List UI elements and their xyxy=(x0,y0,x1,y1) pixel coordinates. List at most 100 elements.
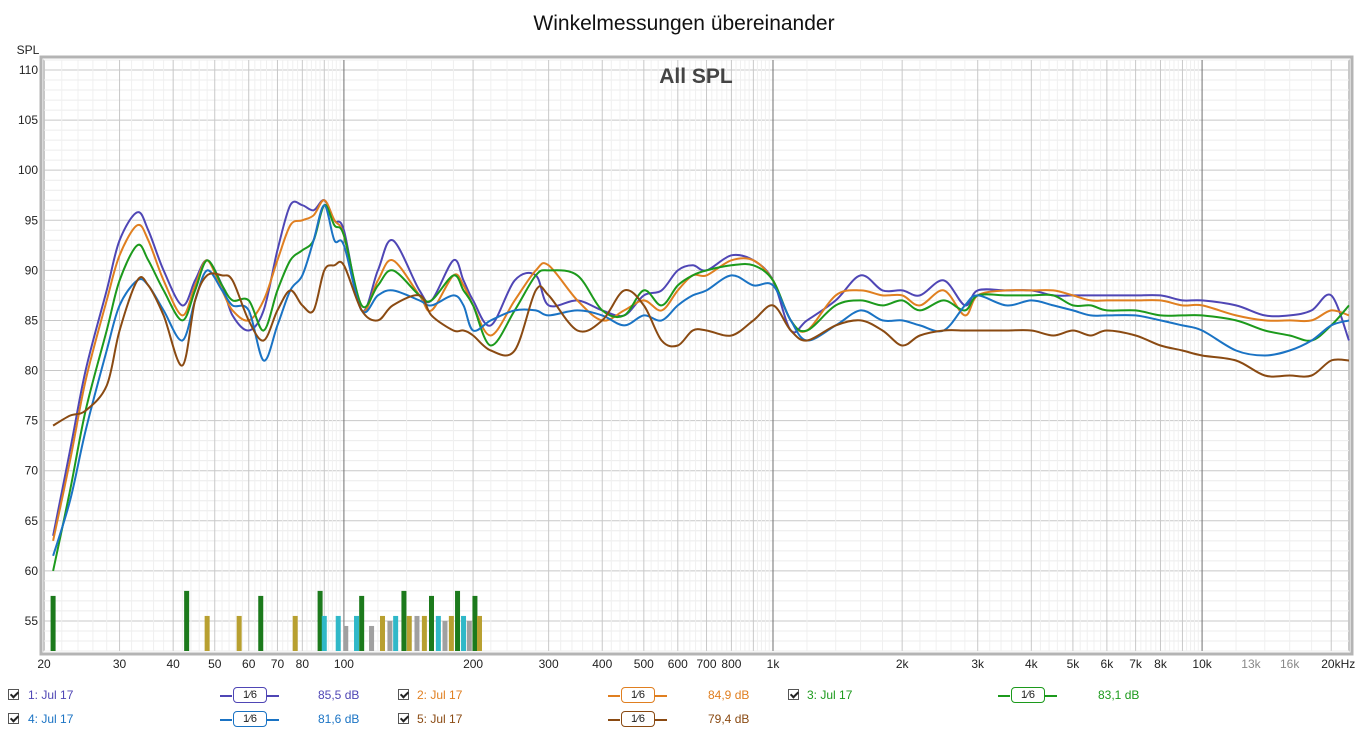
y-tick-label: 95 xyxy=(25,213,39,227)
plot-frame xyxy=(39,55,1354,656)
legend: 1: Jul 17 1⁄6 85,5 dB 2: Jul 17 1⁄6 84,9 dB 3:… xyxy=(0,684,1369,734)
overlay-label: All SPL xyxy=(659,65,733,88)
grid xyxy=(44,59,1349,652)
spl-chart: Winkelmessungen übereinander SPL 55 60 65 7… xyxy=(17,12,1356,671)
resonance-bar xyxy=(387,620,393,651)
y-tick-label: 110 xyxy=(19,63,38,77)
resonance-bar xyxy=(335,615,341,651)
series-level: 84,9 dB xyxy=(708,688,750,702)
x-tick-label: 60 xyxy=(242,657,256,671)
smoothing-line-icon xyxy=(220,719,232,721)
bottom-bars xyxy=(50,590,482,651)
x-tick-label: 20kHz xyxy=(1321,657,1355,671)
resonance-bar xyxy=(406,615,412,651)
resonance-bar xyxy=(321,615,327,651)
series-label[interactable]: 4: Jul 17 xyxy=(28,712,74,726)
legend-row: 4: Jul 17 1⁄6 81,6 dB 5: Jul 17 1⁄6 79,4 dB xyxy=(0,708,1369,730)
y-tick-label: 75 xyxy=(25,414,39,428)
y-tick-label: 100 xyxy=(18,163,38,177)
x-tick-label: 7k xyxy=(1129,657,1143,671)
y-tick-label: 55 xyxy=(25,614,39,628)
x-tick-label: 100 xyxy=(334,657,354,671)
x-tick-label: 6k xyxy=(1101,657,1115,671)
x-tick-label: 16k xyxy=(1280,657,1300,671)
series-level: 83,1 dB xyxy=(1098,688,1140,702)
series-line-5 xyxy=(52,260,1350,427)
y-tick-labels: 55 60 65 70 75 80 85 90 95 100 105 110 xyxy=(18,63,38,628)
resonance-bar xyxy=(401,590,407,651)
smoothing-button[interactable]: 1⁄6 xyxy=(233,711,267,727)
x-tick-label: 40 xyxy=(166,657,180,671)
x-tick-label: 600 xyxy=(668,657,688,671)
x-tick-label: 13k xyxy=(1241,657,1261,671)
smoothing-line-icon xyxy=(608,695,620,697)
resonance-bar xyxy=(292,615,298,651)
resonance-bar xyxy=(393,615,399,651)
series-line-4 xyxy=(52,204,1350,557)
series-level: 81,6 dB xyxy=(318,712,360,726)
x-tick-label: 70 xyxy=(271,657,285,671)
smoothing-line-icon xyxy=(220,695,232,697)
smoothing-button[interactable]: 1⁄6 xyxy=(621,711,655,727)
y-tick-label: 60 xyxy=(25,564,39,578)
resonance-bar xyxy=(343,625,349,651)
x-tick-label: 4k xyxy=(1025,657,1039,671)
series-checkbox[interactable] xyxy=(8,713,19,724)
smoothing-line-icon xyxy=(1045,695,1057,697)
smoothing-line-icon xyxy=(267,719,279,721)
y-tick-label: 105 xyxy=(18,113,38,127)
resonance-bar xyxy=(472,595,478,651)
resonance-bar xyxy=(455,590,461,651)
resonance-bar xyxy=(354,615,360,651)
smoothing-line-icon xyxy=(998,695,1010,697)
resonance-bar xyxy=(50,595,56,651)
x-tick-labels: 20 30 40 50 60 70 80 100 200 300 400 500 600 700 800 1k… xyxy=(37,657,1355,671)
y-tick-label: 70 xyxy=(25,464,39,478)
smoothing-button[interactable]: 1⁄6 xyxy=(233,687,267,703)
y-tick-label: 65 xyxy=(25,514,39,528)
smoothing-button[interactable]: 1⁄6 xyxy=(1011,687,1045,703)
series-checkbox[interactable] xyxy=(788,689,799,700)
x-tick-label: 1k xyxy=(767,657,781,671)
legend-row: 1: Jul 17 1⁄6 85,5 dB 2: Jul 17 1⁄6 84,9 dB 3:… xyxy=(0,684,1369,706)
series-checkbox[interactable] xyxy=(398,713,409,724)
y-tick-label: 90 xyxy=(25,263,39,277)
resonance-bar xyxy=(435,615,441,651)
smoothing-line-icon xyxy=(655,695,667,697)
series-checkbox[interactable] xyxy=(398,689,409,700)
series-label[interactable]: 1: Jul 17 xyxy=(28,688,74,702)
resonance-bar xyxy=(359,595,365,651)
series-label[interactable]: 2: Jul 17 xyxy=(417,688,463,702)
series-level: 79,4 dB xyxy=(708,712,750,726)
series-label[interactable]: 5: Jul 17 xyxy=(417,712,463,726)
x-tick-label: 500 xyxy=(634,657,654,671)
smoothing-line-icon xyxy=(655,719,667,721)
x-tick-label: 2k xyxy=(896,657,910,671)
x-tick-label: 300 xyxy=(539,657,559,671)
resonance-bar xyxy=(428,595,434,651)
x-tick-label: 200 xyxy=(463,657,483,671)
series-lines xyxy=(52,199,1350,572)
resonance-bar xyxy=(204,615,210,651)
x-tick-label: 30 xyxy=(113,657,127,671)
smoothing-button[interactable]: 1⁄6 xyxy=(621,687,655,703)
resonance-bar xyxy=(448,615,454,651)
series-checkbox[interactable] xyxy=(8,689,19,700)
resonance-bar xyxy=(466,620,472,651)
series-label[interactable]: 3: Jul 17 xyxy=(807,688,853,702)
plot-area xyxy=(43,59,1350,652)
chart-title: Winkelmessungen übereinander xyxy=(533,12,834,35)
resonance-bar xyxy=(421,615,427,651)
resonance-bar xyxy=(414,615,420,651)
resonance-bar xyxy=(476,615,482,651)
y-axis-label: SPL xyxy=(17,43,40,57)
x-tick-label: 80 xyxy=(296,657,310,671)
resonance-bar xyxy=(258,595,264,651)
x-tick-label: 50 xyxy=(208,657,222,671)
resonance-bar xyxy=(461,615,467,651)
x-tick-label: 8k xyxy=(1154,657,1168,671)
x-tick-label: 20 xyxy=(37,657,51,671)
smoothing-line-icon xyxy=(267,695,279,697)
x-tick-label: 400 xyxy=(592,657,612,671)
x-tick-label: 5k xyxy=(1067,657,1081,671)
